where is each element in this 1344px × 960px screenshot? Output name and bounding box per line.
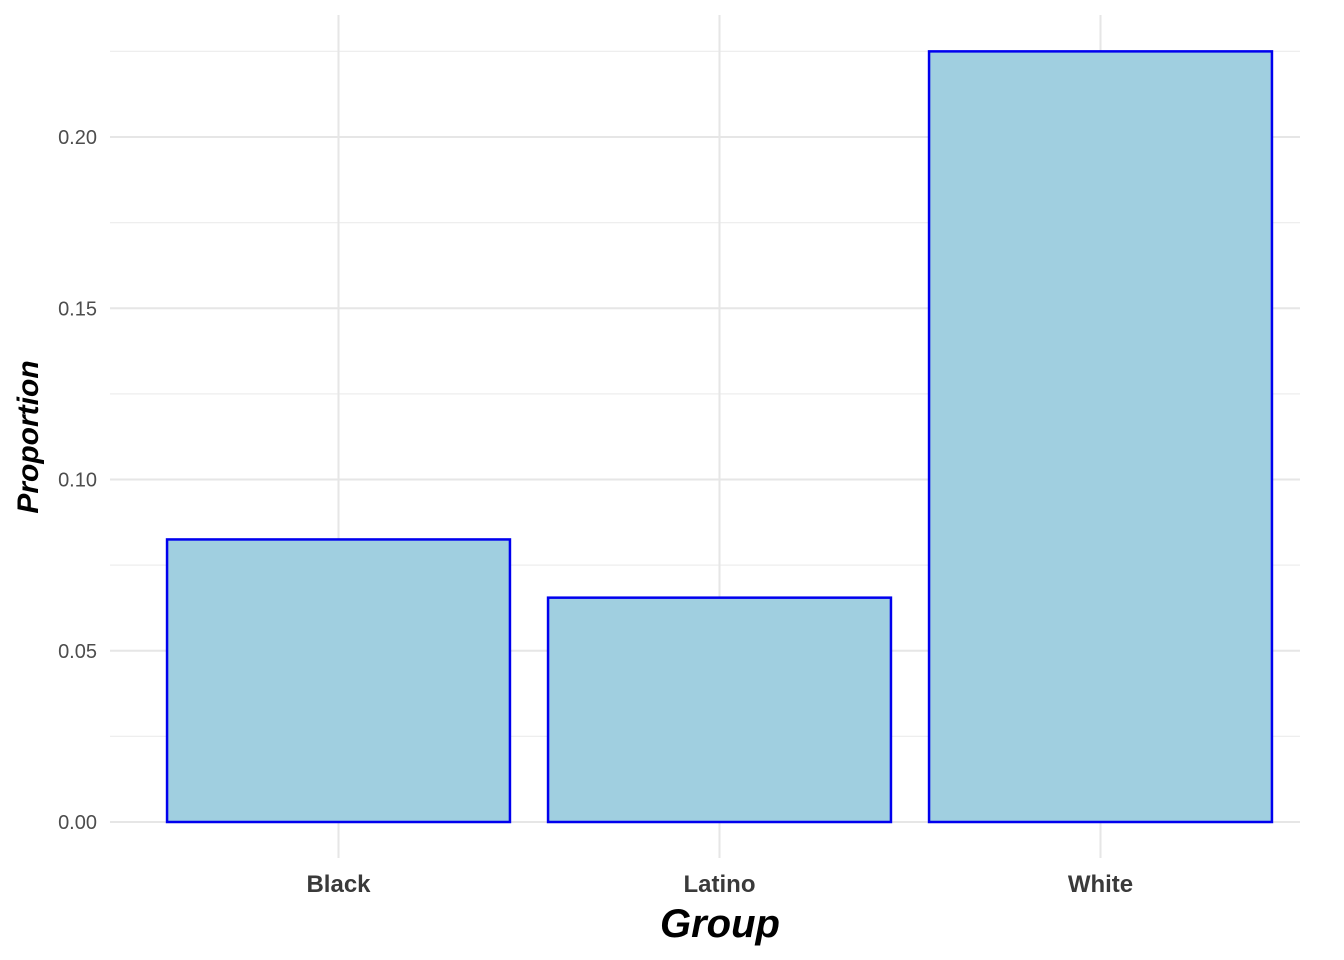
- bar-white: [927, 50, 1274, 824]
- y-tick-label: 0.00: [58, 812, 97, 834]
- x-tick-label: White: [1068, 871, 1133, 898]
- bar-black: [165, 538, 512, 824]
- bar-latino: [546, 596, 893, 824]
- y-tick-label: 0.05: [58, 641, 97, 663]
- y-tick-label: 0.10: [58, 470, 97, 492]
- tick-labels: 0.00 0.05 0.10 0.15 0.20 Black Latino White: [58, 127, 1133, 898]
- x-axis-title: Group: [660, 902, 780, 946]
- x-tick-label: Latino: [684, 871, 756, 898]
- bars: [165, 50, 1274, 824]
- y-axis-title: Proportion: [12, 360, 45, 513]
- y-tick-label: 0.15: [58, 298, 97, 320]
- y-tick-label: 0.20: [58, 127, 97, 149]
- x-tick-label: Black: [306, 871, 371, 898]
